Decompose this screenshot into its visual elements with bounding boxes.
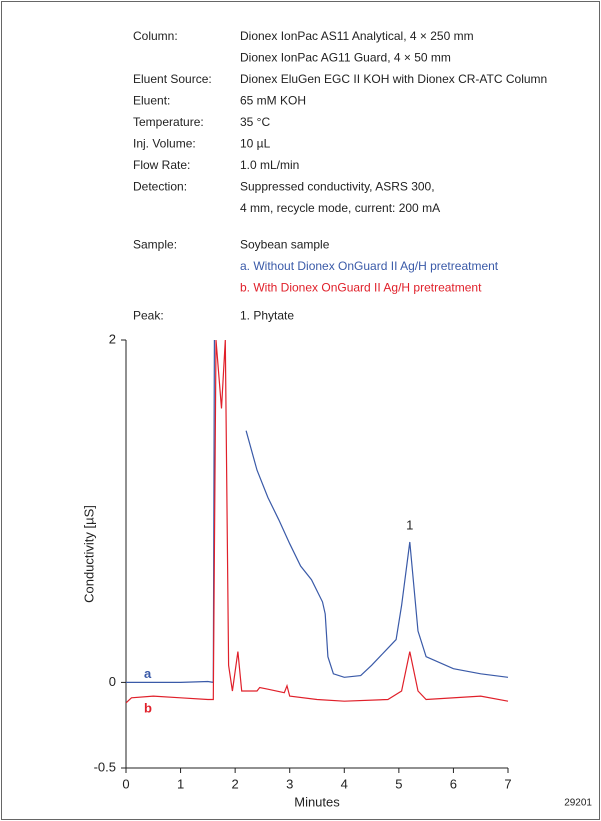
condition-value: 1.0 mL/min (240, 158, 299, 172)
series-label: a (144, 666, 152, 681)
x-tick-label: 7 (504, 776, 511, 791)
series-line (126, 339, 509, 684)
condition-value: Dionex IonPac AS11 Analytical, 4 × 250 m… (240, 29, 474, 43)
condition-value: 65 mM KOH (240, 94, 306, 108)
condition-value: Soybean sample (240, 238, 330, 252)
y-tick-label: 0 (109, 674, 116, 689)
condition-value: Suppressed conductivity, ASRS 300, (240, 180, 435, 194)
series-line (126, 339, 509, 704)
x-tick-label: 2 (232, 776, 239, 791)
condition-value: 4 mm, recycle mode, current: 200 mA (240, 201, 440, 215)
condition-label: Column: (133, 29, 178, 43)
condition-label: Inj. Volume: (133, 137, 196, 151)
condition-label: Sample: (133, 238, 177, 252)
condition-label: Eluent Source: (133, 72, 212, 86)
x-axis-label: Minutes (294, 794, 340, 809)
figure-number: 29201 (564, 798, 592, 809)
x-tick-label: 1 (177, 776, 184, 791)
condition-value: 1. Phytate (240, 309, 294, 323)
condition-value: Dionex EluGen EGC II KOH with Dionex CR-… (240, 72, 547, 86)
condition-value: a. Without Dionex OnGuard II Ag/H pretre… (240, 259, 499, 273)
condition-label: Flow Rate: (133, 158, 190, 172)
condition-value: Dionex IonPac AG11 Guard, 4 × 50 mm (240, 51, 451, 65)
condition-label: Peak: (133, 309, 164, 323)
condition-label: Detection: (133, 180, 187, 194)
x-tick-label: 5 (395, 776, 402, 791)
series-label: b (144, 700, 152, 715)
condition-value: 10 µL (240, 137, 271, 151)
x-tick-label: 0 (122, 776, 129, 791)
condition-value: 35 °C (240, 115, 270, 129)
peak-label: 1 (406, 517, 413, 532)
y-tick-label: -0.5 (94, 759, 116, 774)
condition-label: Temperature: (133, 115, 204, 129)
x-tick-label: 4 (341, 776, 348, 791)
y-axis-label: Conductivity [µS] (81, 505, 96, 603)
x-tick-label: 3 (286, 776, 293, 791)
condition-value: b. With Dionex OnGuard II Ag/H pretreatm… (240, 281, 482, 295)
x-tick-label: 6 (450, 776, 457, 791)
condition-label: Eluent: (133, 94, 170, 108)
y-tick-label: 2 (109, 331, 116, 346)
